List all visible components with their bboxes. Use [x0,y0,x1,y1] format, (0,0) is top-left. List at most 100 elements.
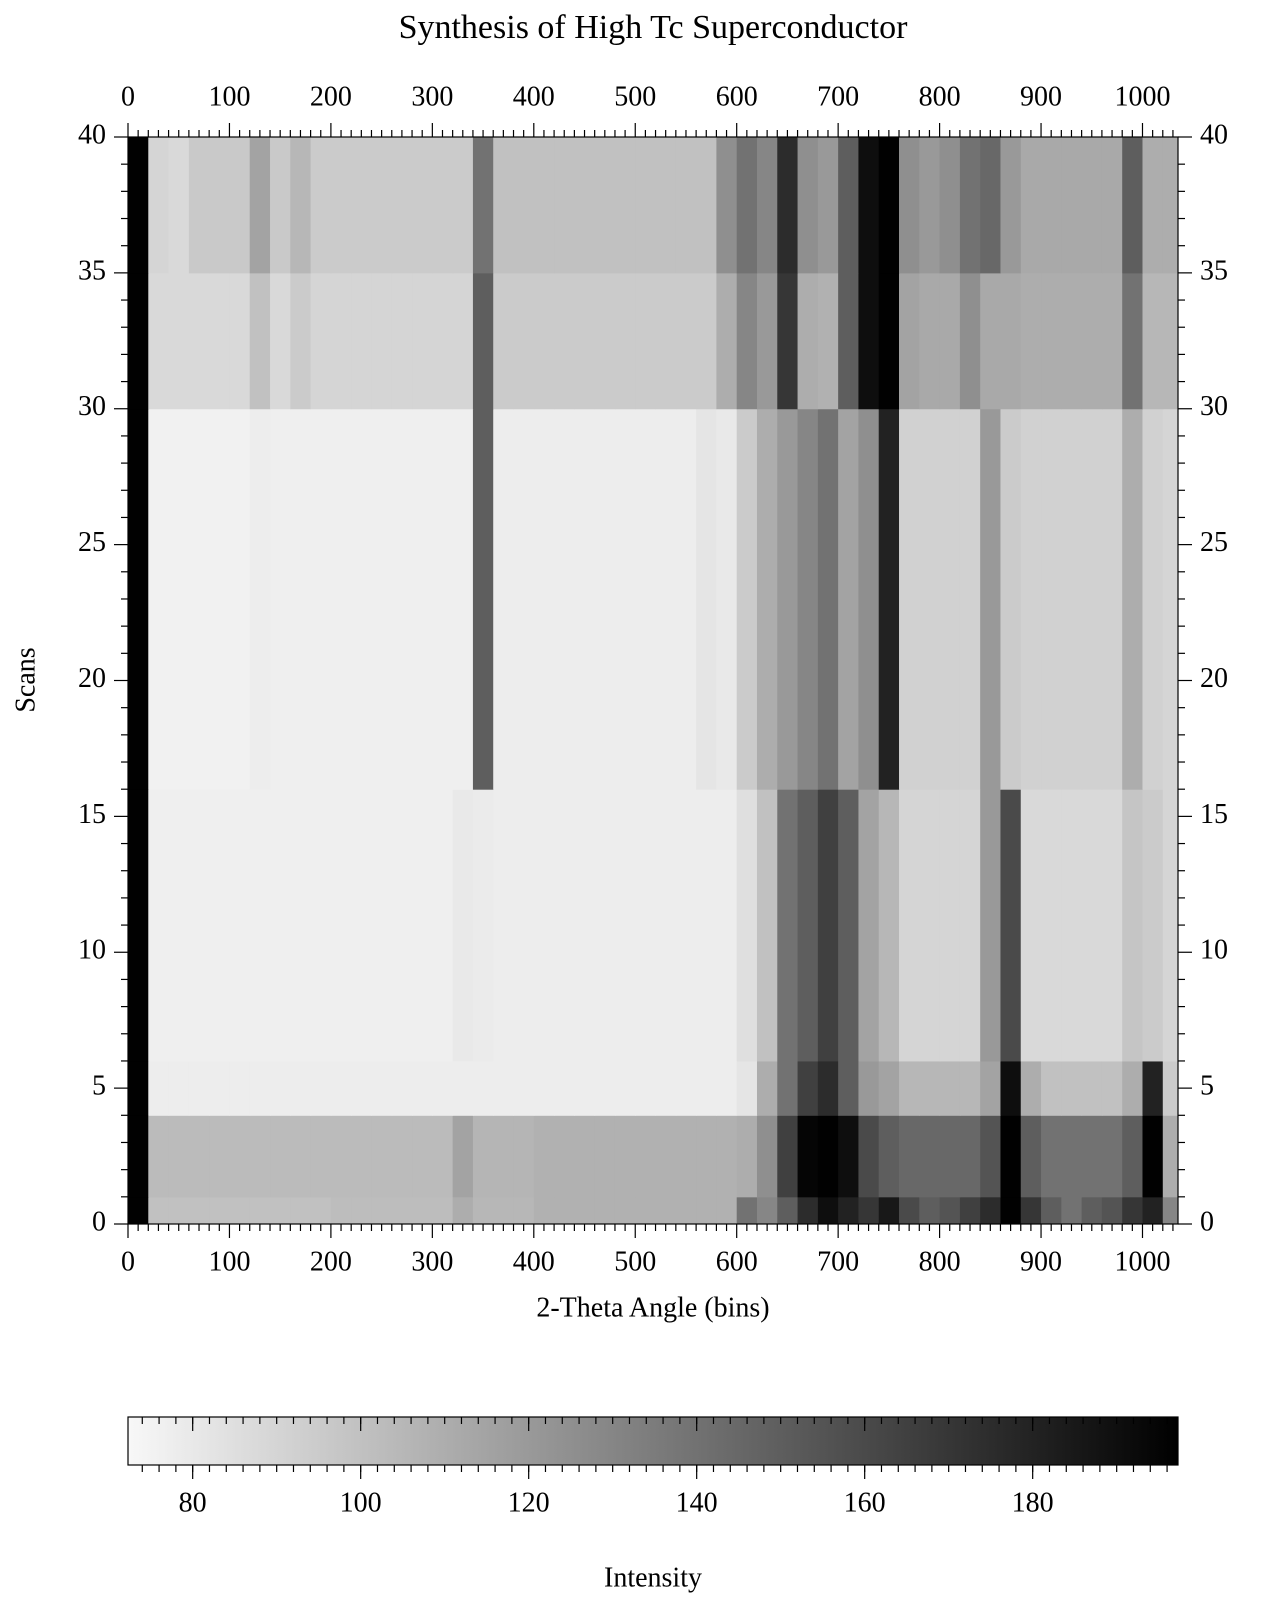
heatmap-cell [432,1060,454,1116]
heatmap-cell [432,137,454,274]
heatmap-cell [472,1196,494,1225]
chart-title: Synthesis of High Tc Superconductor [399,9,908,46]
heatmap-cell [371,272,393,410]
heatmap-cell [270,1196,291,1225]
heatmap-cell [594,789,616,1062]
heatmap-cell [209,137,230,274]
heatmap-cell [899,1060,920,1116]
heatmap-cell [432,789,454,1062]
heatmap-cell [330,1196,352,1225]
heatmap-cell [1020,137,1042,274]
heatmap-cell [472,789,494,1062]
heatmap-cell [148,789,170,1062]
heatmap-cell [412,1060,433,1116]
heatmap-cell [330,137,352,274]
heatmap-cell [513,137,535,274]
heatmap-cell [716,137,738,274]
heatmap-cell [452,272,474,410]
x-tick-label: 0 [121,81,135,112]
heatmap-cell [472,1115,494,1198]
heatmap-cell [554,137,575,274]
heatmap-cell [493,272,515,410]
heatmap-cell [614,272,636,410]
heatmap-cell [249,1060,271,1116]
heatmap-cell [452,1115,474,1198]
heatmap-cell [1101,137,1123,274]
heatmap-cell [513,1115,535,1198]
heatmap-cell [1101,1196,1123,1225]
y-tick-label: 5 [92,1071,106,1102]
heatmap-cell [878,1196,900,1225]
heatmap-cell [777,408,799,790]
heatmap-cell [817,408,839,790]
heatmap-cell [614,1060,636,1116]
heatmap-cell [371,789,393,1062]
heatmap-cell [128,408,149,790]
heatmap-cell [777,1115,799,1198]
heatmap-cell [472,137,494,274]
heatmap-cell [249,272,271,410]
heatmap-cell [1041,1196,1062,1225]
heatmap-cell [1101,272,1123,410]
heatmap-cell [432,1115,454,1198]
heatmap-cell [635,1060,657,1116]
heatmap-cell [675,789,697,1062]
heatmap-cell [919,408,941,790]
heatmap-cell [675,1196,697,1225]
heatmap-cell [493,137,515,274]
heatmap-cell [391,1115,413,1198]
heatmap-cell [655,1196,677,1225]
heatmap-cell [391,408,413,790]
heatmap-cell [290,137,312,274]
heatmap-cell [432,1196,454,1225]
heatmap-cell [270,272,291,410]
heatmap-cell [614,137,636,274]
heatmap-cell [148,408,170,790]
heatmap-cell [696,1196,717,1225]
heatmap-cell [919,789,941,1062]
heatmap-cell [838,408,859,790]
heatmap-cell [736,272,758,410]
x-tick-label: 400 [513,81,555,112]
heatmap-cell [432,272,454,410]
heatmap-cell [554,789,575,1062]
heatmap-cell [249,137,271,274]
heatmap-cell [980,1060,1001,1116]
heatmap-cell [513,272,535,410]
heatmap-cell [1101,1115,1123,1198]
heatmap-cell [1061,408,1083,790]
heatmap-cell [209,1115,230,1198]
heatmap-cell [919,1060,941,1116]
heatmap-cell [939,137,961,274]
heatmap-cell [128,1115,149,1198]
heatmap-cell [290,1115,312,1198]
heatmap-cell [412,1115,433,1198]
heatmap-cell [696,1115,717,1198]
heatmap-cell [249,1115,271,1198]
y-tick-label: 35 [78,255,106,286]
x-tick-label: 600 [716,1246,758,1277]
y-tick-label: 20 [78,663,106,694]
heatmap-cell [128,137,149,274]
heatmap-cell [655,1115,677,1198]
colorbar [127,1416,1179,1466]
heatmap-cell [290,1196,312,1225]
heatmap-cell [391,137,413,274]
heatmap-cell [919,1196,941,1225]
heatmap-cell [980,408,1001,790]
heatmap-cell [168,137,190,274]
heatmap-cell [270,789,291,1062]
heatmap-cell [1162,137,1179,274]
heatmap-cell [878,272,900,410]
heatmap-cell [959,1196,981,1225]
heatmap-cell [939,1196,961,1225]
heatmap-cell [716,789,738,1062]
heatmap-cell [675,137,697,274]
heatmap-cell [614,789,636,1062]
heatmap-cell [330,789,352,1062]
heatmap-cell [188,1060,210,1116]
heatmap-cell [1142,789,1164,1062]
heatmap-cell [939,1115,961,1198]
heatmap-cell [452,789,474,1062]
heatmap-cell [128,1196,149,1225]
